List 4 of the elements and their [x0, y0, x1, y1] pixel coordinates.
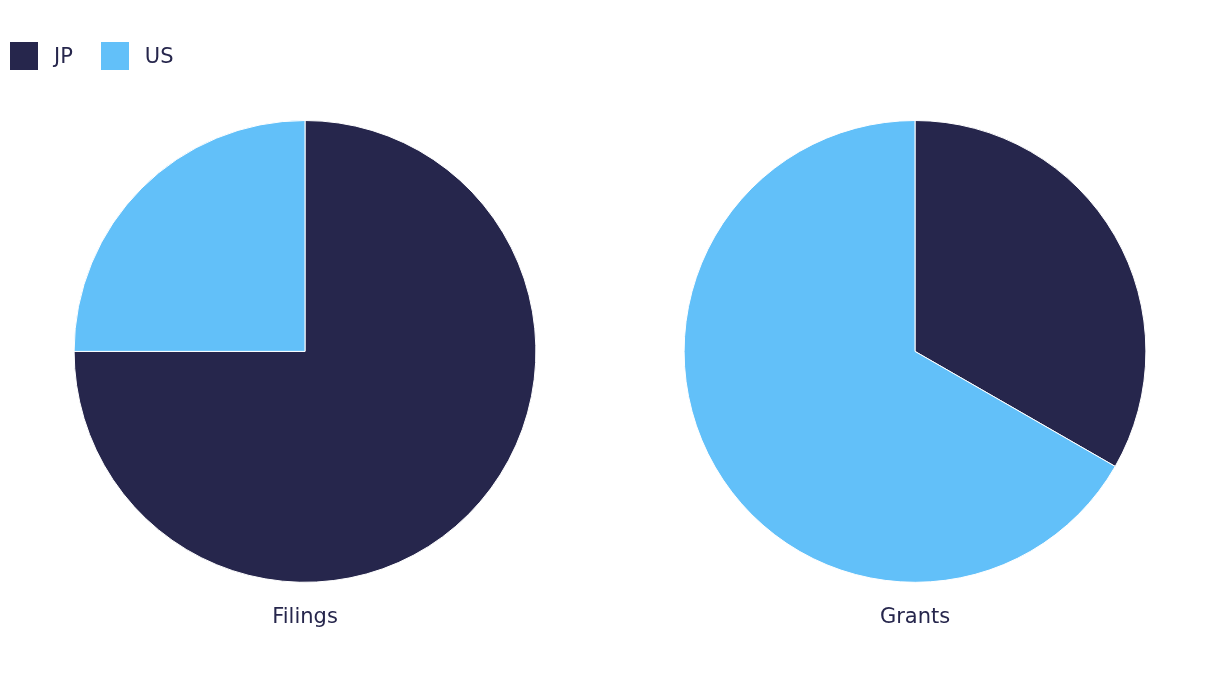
legend-label: US: [144, 44, 174, 68]
text: Filings: [272, 603, 338, 628]
legend-label: JP: [54, 44, 73, 68]
text: Grants: [879, 603, 951, 628]
